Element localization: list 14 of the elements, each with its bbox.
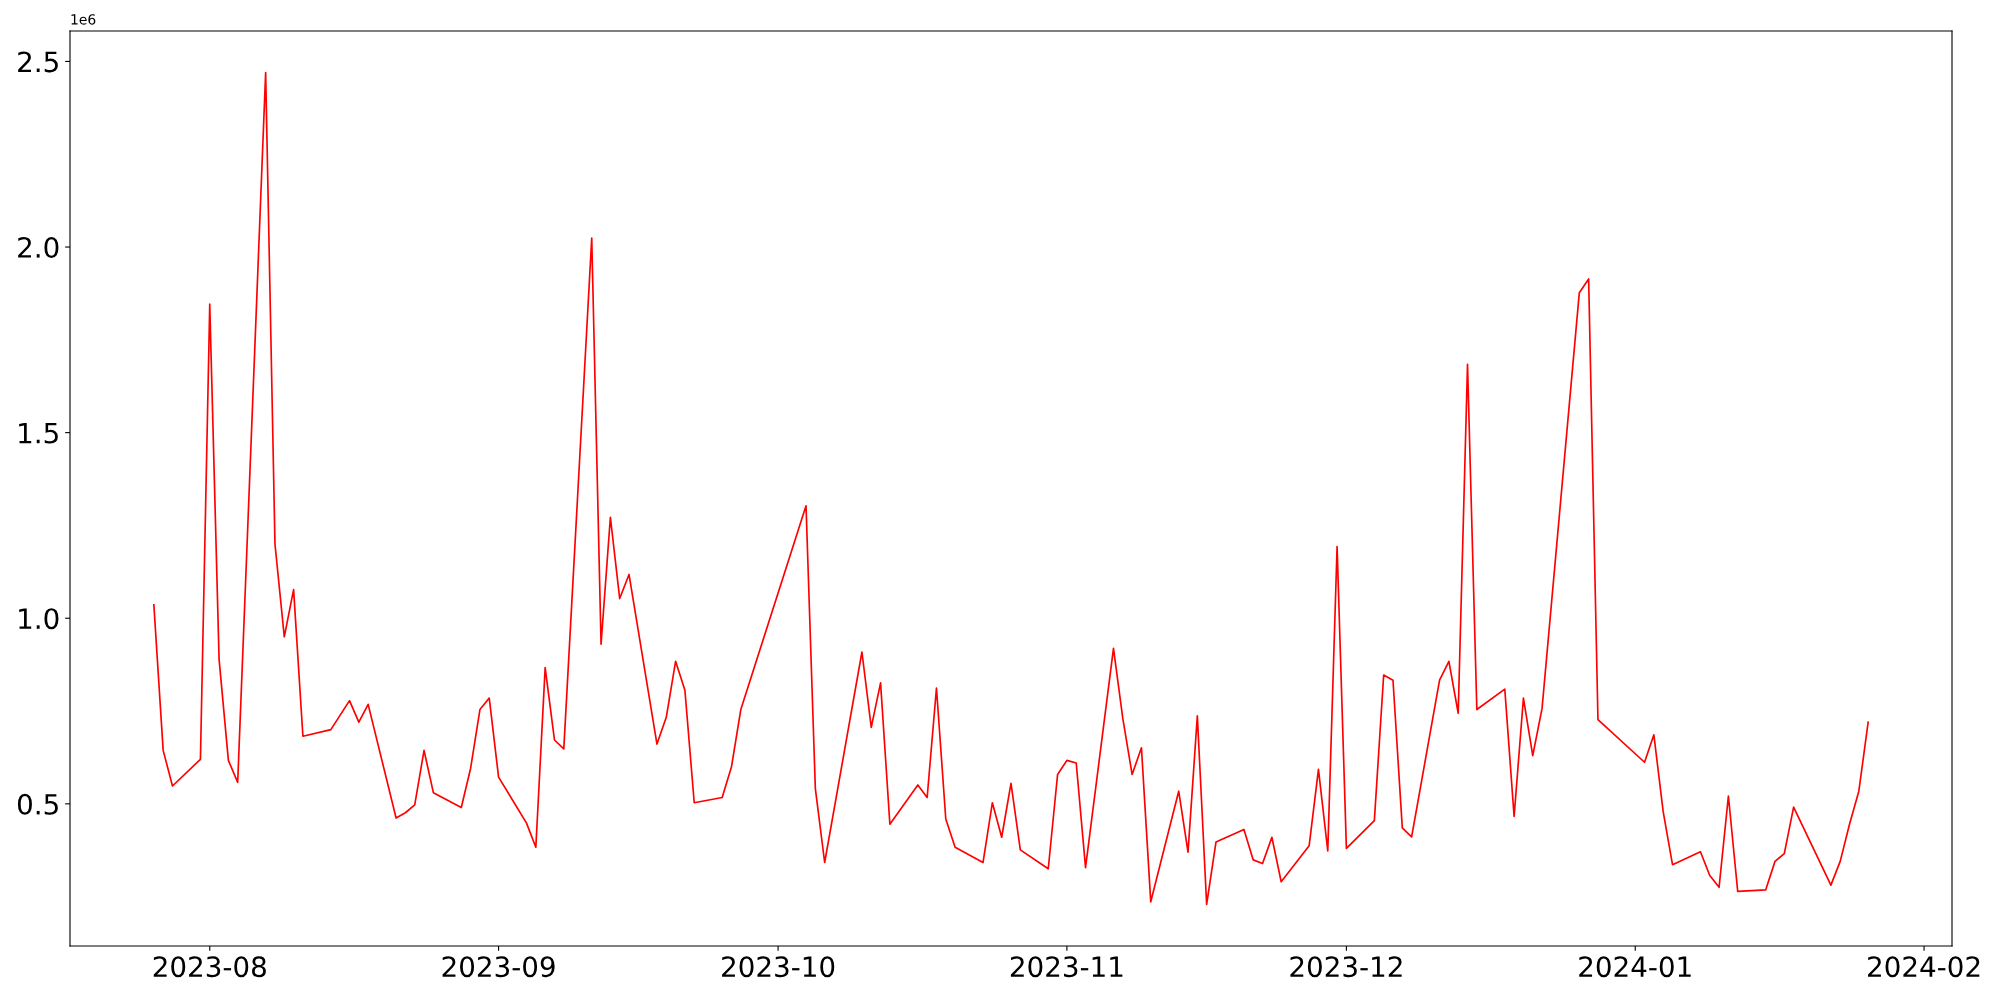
- y-tick-label: 1.0: [19, 608, 59, 630]
- x-tick-label: 2024-01: [1579, 956, 1691, 978]
- y-tick-label: 2.0: [18, 236, 59, 258]
- text: 1e6: [71, 14, 96, 25]
- x-tick-label: 2023-11: [1010, 956, 1123, 978]
- y-tick-label: 2.5: [18, 51, 58, 73]
- x-tick-label: 2023-08: [153, 956, 266, 978]
- y-tick-label: 0.5: [17, 793, 58, 815]
- line-series: [153, 71, 1869, 906]
- x-tick-label: 2023-10: [722, 956, 835, 978]
- x-tick-label: 2023-09: [442, 956, 555, 978]
- x-tick-label: 2023-12: [1290, 956, 1402, 978]
- x-tick-label: 2024-02: [1868, 956, 1980, 978]
- y-tick-label: 1.5: [19, 422, 58, 444]
